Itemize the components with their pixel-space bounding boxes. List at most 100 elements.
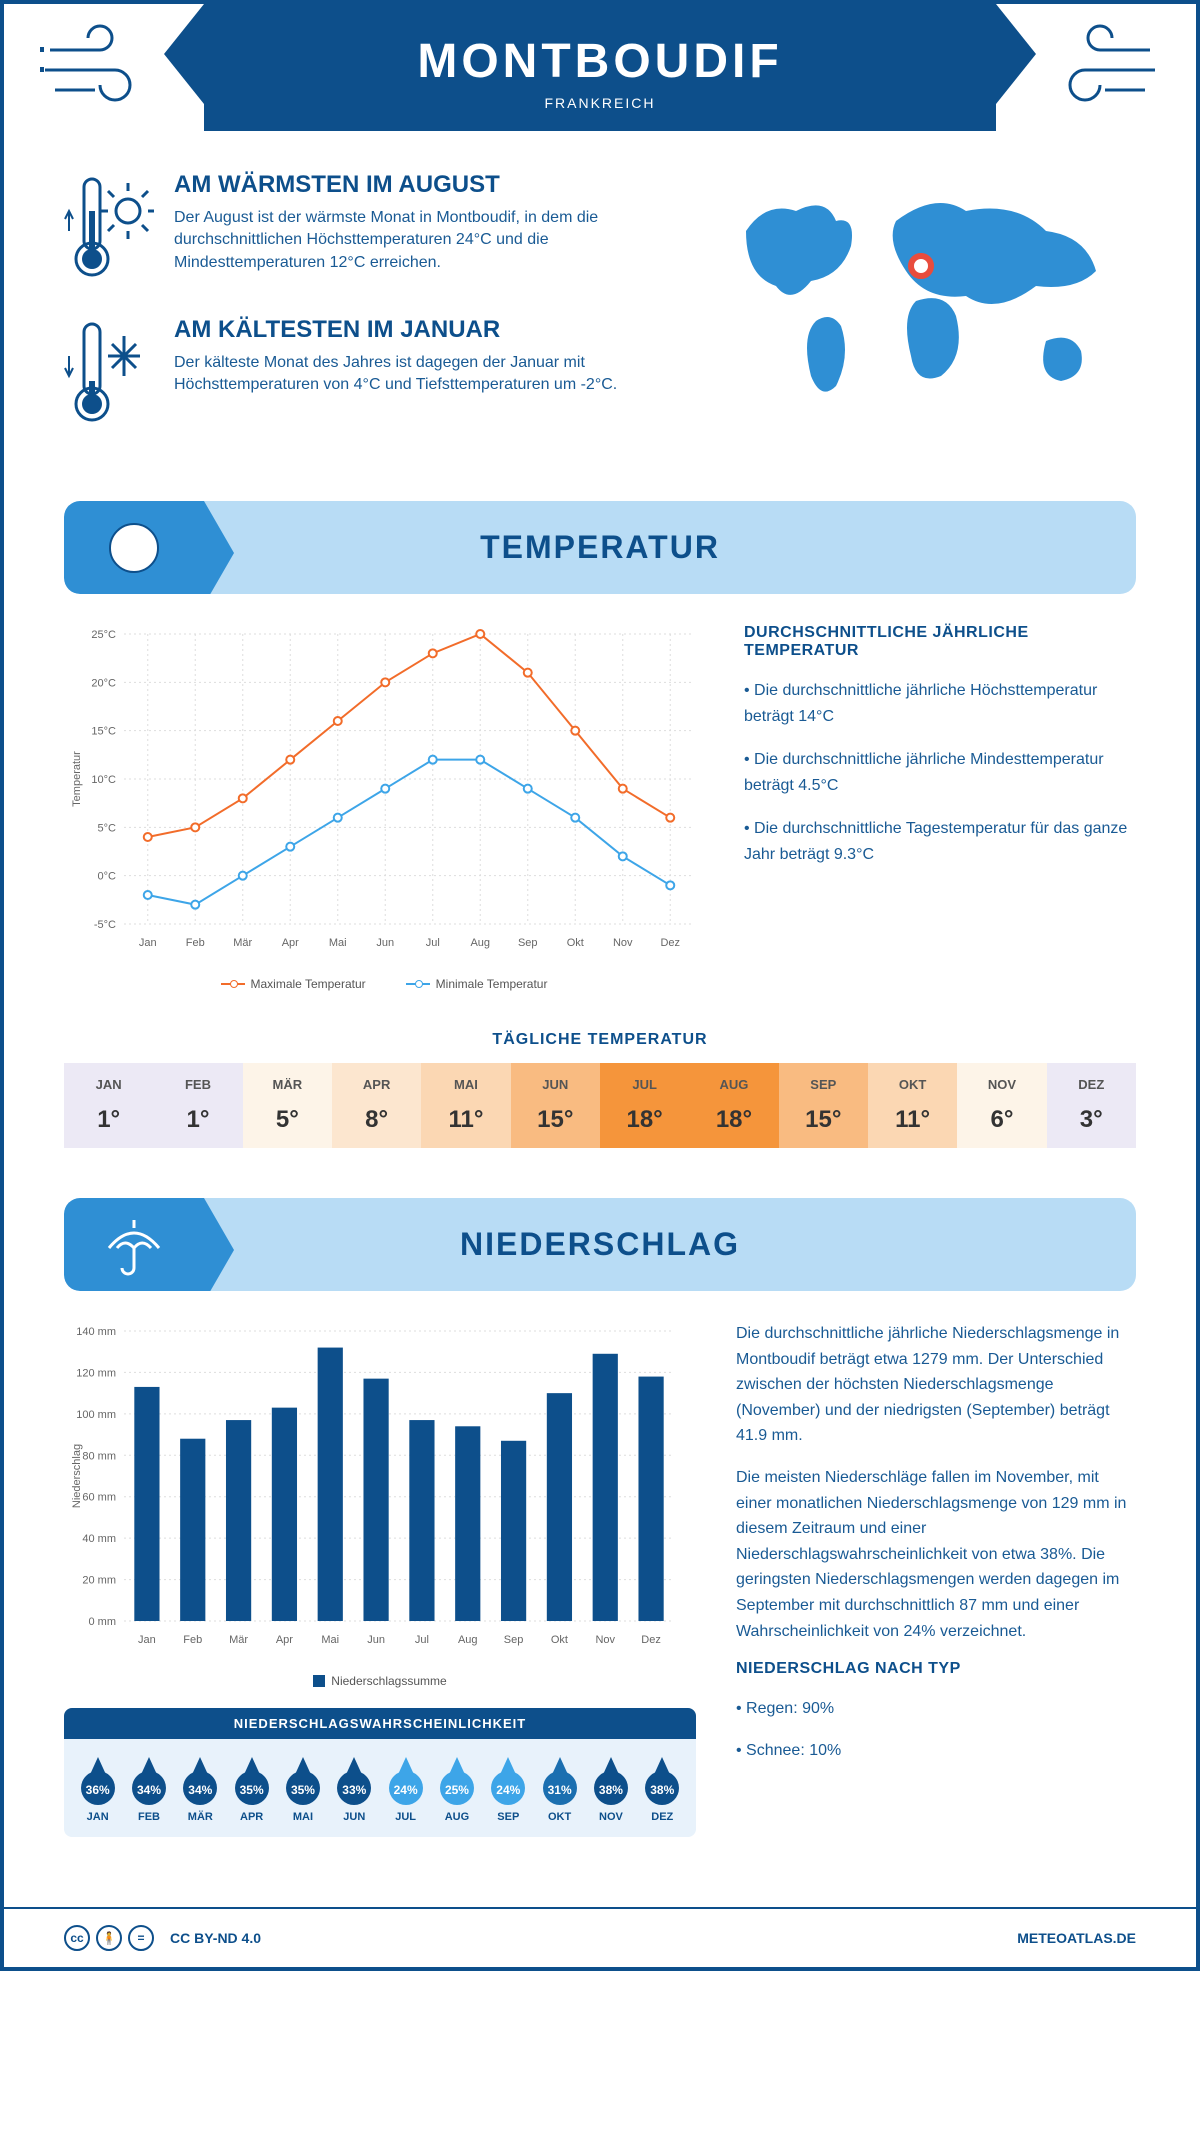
svg-text:Jun: Jun — [376, 937, 394, 949]
precip-probability-drop: 34%FEB — [128, 1753, 170, 1823]
location-title: MONTBOUDIF — [204, 34, 996, 89]
temp-bullet: • Die durchschnittliche Tagestemperatur … — [744, 816, 1136, 867]
header-banner: MONTBOUDIF FRANKREICH — [204, 4, 996, 131]
svg-text:Apr: Apr — [276, 1634, 293, 1646]
svg-text:5°C: 5°C — [98, 822, 117, 834]
license-block: cc 🧍 = CC BY-ND 4.0 — [64, 1925, 261, 1951]
coldest-title: AM KÄLTESTEN IM JANUAR — [174, 316, 676, 344]
infographic-frame: MONTBOUDIF FRANKREICH 45° 22' 16'' N — 2… — [0, 0, 1200, 1971]
avg-temp-title: DURCHSCHNITTLICHE JÄHRLICHE TEMPERATUR — [744, 624, 1136, 660]
wind-icon — [1040, 20, 1160, 110]
svg-text:Jan: Jan — [138, 1634, 156, 1646]
svg-text:20°C: 20°C — [91, 677, 116, 689]
svg-text:Jul: Jul — [415, 1634, 429, 1646]
world-map — [716, 171, 1136, 461]
precip-probability-drop: 33%JUN — [333, 1753, 375, 1823]
warmest-fact: AM WÄRMSTEN IM AUGUST Der August ist der… — [64, 171, 676, 286]
svg-text:10°C: 10°C — [91, 774, 116, 786]
svg-text:Sep: Sep — [518, 937, 538, 949]
precip-probability-box: NIEDERSCHLAGSWAHRSCHEINLICHKEIT 36%JAN34… — [64, 1708, 696, 1837]
temp-cell: JUN15° — [511, 1063, 600, 1148]
svg-text:100 mm: 100 mm — [76, 1409, 116, 1421]
footer: cc 🧍 = CC BY-ND 4.0 METEOATLAS.DE — [4, 1907, 1196, 1967]
temp-bullet: • Die durchschnittliche jährliche Mindes… — [744, 747, 1136, 798]
svg-text:0 mm: 0 mm — [89, 1616, 117, 1628]
precip-para-1: Die durchschnittliche jährliche Niedersc… — [736, 1321, 1136, 1449]
by-icon: 🧍 — [96, 1925, 122, 1951]
precip-probability-drop: 24%SEP — [487, 1753, 529, 1823]
temp-bullet: • Die durchschnittliche jährliche Höchst… — [744, 678, 1136, 729]
sun-icon — [64, 501, 204, 594]
precip-type-title: NIEDERSCHLAG NACH TYP — [736, 1660, 1136, 1678]
svg-text:140 mm: 140 mm — [76, 1326, 116, 1338]
svg-text:0°C: 0°C — [98, 871, 117, 883]
temp-cell: APR8° — [332, 1063, 421, 1148]
temp-cell: AUG18° — [689, 1063, 778, 1148]
svg-text:Aug: Aug — [470, 937, 490, 949]
warmest-title: AM WÄRMSTEN IM AUGUST — [174, 171, 676, 199]
precip-probability-drop: 25%AUG — [436, 1753, 478, 1823]
svg-text:80 mm: 80 mm — [82, 1450, 116, 1462]
site-label: METEOATLAS.DE — [1017, 1930, 1136, 1946]
svg-text:15°C: 15°C — [91, 726, 116, 738]
temperature-section-header: TEMPERATUR — [64, 501, 1136, 594]
coldest-fact: AM KÄLTESTEN IM JANUAR Der kälteste Mona… — [64, 316, 676, 431]
precip-probability-drop: 38%DEZ — [641, 1753, 683, 1823]
temp-cell: MAI11° — [421, 1063, 510, 1148]
precip-probability-drop: 31%OKT — [539, 1753, 581, 1823]
precipitation-bar-chart: 0 mm 20 mm 40 mm 60 mm 80 mm 100 mm 120 mm 140 … — [64, 1321, 684, 1661]
svg-text:Nov: Nov — [613, 937, 633, 949]
daily-temp-title: TÄGLICHE TEMPERATUR — [64, 1031, 1136, 1049]
precip-type-bullet: • Schnee: 10% — [736, 1738, 1136, 1764]
coldest-text: Der kälteste Monat des Jahres ist dagege… — [174, 352, 676, 397]
svg-text:Temperatur: Temperatur — [71, 751, 83, 807]
svg-text:-5°C: -5°C — [94, 919, 116, 931]
svg-text:25°C: 25°C — [91, 629, 116, 641]
license-label: CC BY-ND 4.0 — [170, 1930, 261, 1946]
svg-text:Jan: Jan — [139, 937, 157, 949]
precip-probability-drop: 36%JAN — [77, 1753, 119, 1823]
thermometer-cold-icon — [64, 316, 154, 431]
temp-cell: MÄR5° — [243, 1063, 332, 1148]
temp-cell: FEB1° — [153, 1063, 242, 1148]
precip-section-header: NIEDERSCHLAG — [64, 1198, 1136, 1291]
precip-probability-drop: 38%NOV — [590, 1753, 632, 1823]
svg-text:Mai: Mai — [329, 937, 347, 949]
svg-text:Feb: Feb — [183, 1634, 202, 1646]
umbrella-icon — [64, 1198, 204, 1291]
svg-text:40 mm: 40 mm — [82, 1533, 116, 1545]
svg-text:Dez: Dez — [660, 937, 680, 949]
precip-probability-title: NIEDERSCHLAGSWAHRSCHEINLICHKEIT — [64, 1708, 696, 1739]
temperature-sidebar: DURCHSCHNITTLICHE JÄHRLICHE TEMPERATUR •… — [744, 624, 1136, 991]
wind-icon — [40, 20, 160, 110]
svg-text:20 mm: 20 mm — [82, 1575, 116, 1587]
cc-icon: cc — [64, 1925, 90, 1951]
precip-probability-drop: 34%MÄR — [179, 1753, 221, 1823]
svg-text:Mär: Mär — [233, 937, 252, 949]
svg-text:Okt: Okt — [567, 937, 584, 949]
svg-text:120 mm: 120 mm — [76, 1367, 116, 1379]
svg-text:Mai: Mai — [321, 1634, 339, 1646]
svg-text:Sep: Sep — [504, 1634, 524, 1646]
precip-sidebar: Die durchschnittliche jährliche Niedersc… — [736, 1321, 1136, 1837]
svg-text:60 mm: 60 mm — [82, 1492, 116, 1504]
temp-cell: DEZ3° — [1047, 1063, 1136, 1148]
svg-text:Jul: Jul — [426, 937, 440, 949]
precip-probability-drop: 35%APR — [231, 1753, 273, 1823]
svg-text:Nov: Nov — [595, 1634, 615, 1646]
precip-type-bullet: • Regen: 90% — [736, 1696, 1136, 1722]
daily-temp-table: JAN1°FEB1°MÄR5°APR8°MAI11°JUN15°JUL18°AU… — [64, 1063, 1136, 1148]
svg-text:Niederschlag: Niederschlag — [71, 1444, 83, 1508]
summary-row: AM WÄRMSTEN IM AUGUST Der August ist der… — [64, 171, 1136, 461]
location-country: FRANKREICH — [204, 95, 996, 111]
thermometer-hot-icon — [64, 171, 154, 286]
svg-text:Aug: Aug — [458, 1634, 478, 1646]
svg-text:Okt: Okt — [551, 1634, 568, 1646]
precip-legend: Niederschlagssumme — [64, 1674, 696, 1688]
temp-cell: JAN1° — [64, 1063, 153, 1148]
svg-text:Mär: Mär — [229, 1634, 248, 1646]
precip-probability-drop: 24%JUL — [385, 1753, 427, 1823]
temp-cell: SEP15° — [779, 1063, 868, 1148]
svg-text:Jun: Jun — [367, 1634, 385, 1646]
temp-cell: NOV6° — [957, 1063, 1046, 1148]
